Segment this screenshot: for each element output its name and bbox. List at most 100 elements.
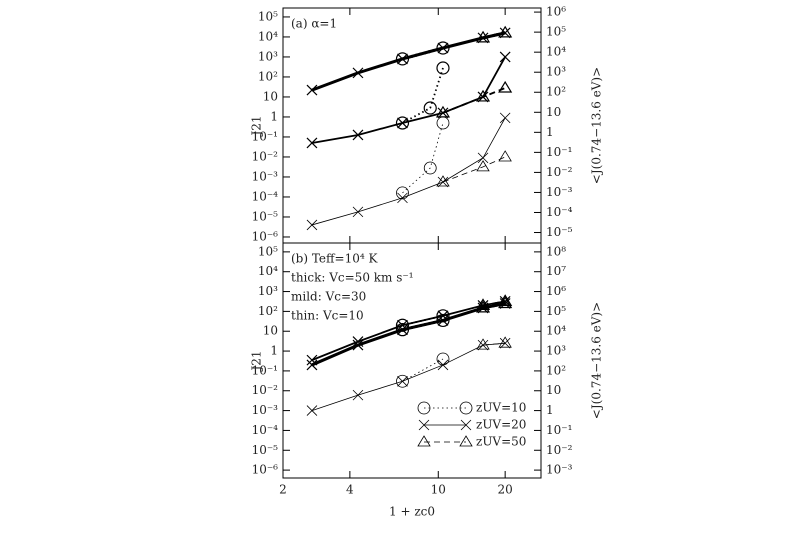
series-line [402,67,444,124]
circle-marker [459,401,473,415]
y-tick-label: 10⁴ [258,29,278,43]
x-tick-label: 4 [346,483,354,497]
cross-marker [306,405,318,416]
y-tick-label: 10⁻⁴ [252,189,279,203]
y2-tick-label: 10⁵ [546,304,566,318]
y-tick-label: 10⁵ [258,9,278,23]
y-tick-label: 10⁵ [258,244,278,258]
series-line [442,87,506,114]
circle-marker [436,41,450,55]
x-tick-label: 10 [431,483,446,497]
y2-axis-label: <J(0.74−13.6 eV)> [590,67,604,184]
cross-marker [306,354,318,366]
circle-marker [395,318,410,332]
y2-tick-label: 10 [546,383,561,397]
series-line [311,31,506,92]
y-tick-label: 10⁻⁵ [252,443,279,457]
triangle-marker [459,435,473,447]
y-tick-label: 10³ [258,49,278,63]
circle-marker [395,116,410,130]
legend-label: zUV=10 [476,401,526,415]
y2-tick-label: 10⁸ [546,244,566,258]
triangle-marker [475,298,491,311]
x-tick-label: 20 [498,483,513,497]
y-tick-label: 10² [258,304,278,318]
y2-tick-label: 10³ [546,65,566,79]
circle-marker [396,186,409,200]
cross-marker [306,137,318,149]
legend-label: zUV=50 [476,435,526,449]
circle-marker [396,374,409,388]
y-axis-label: J21 [250,115,264,137]
y-tick-label: 10⁻² [252,383,279,397]
triangle-marker [476,160,490,172]
triangle-marker [498,80,513,93]
cross-marker [499,295,511,307]
cross-marker [352,336,364,348]
plot-frame [282,242,542,479]
triangle-marker [475,89,491,102]
cross-marker [499,112,511,124]
y2-tick-label: 1 [546,403,554,417]
y2-tick-label: 10⁻⁵ [546,225,573,239]
cross-marker [397,53,408,65]
x-tick-label: 2 [279,483,287,497]
y2-tick-label: 10² [546,363,566,377]
annotation: (a) α=1 [291,17,337,31]
series-line [442,156,506,183]
y2-tick-label: 10⁷ [546,264,566,278]
circle-marker [395,323,410,337]
cross-marker [397,319,408,331]
legend-label: zUV=20 [476,418,526,432]
y2-tick-label: 10⁻³ [546,463,573,477]
y-tick-label: 10⁻¹ [252,363,278,377]
y-tick-label: 1 [270,344,278,358]
y-tick-label: 10⁻⁵ [252,209,279,223]
cross-marker [460,419,472,431]
plot-frame [282,7,542,244]
circle-marker [423,161,437,175]
y2-tick-label: 10⁻² [546,443,573,457]
cross-marker [418,419,430,431]
series-line [311,117,506,226]
triangle-marker [498,294,513,306]
annotation: thick: Vc=50 km s⁻¹ [291,271,414,285]
cross-marker [397,192,408,204]
circle-marker [436,116,450,130]
cross-marker [352,206,364,218]
cross-marker [352,67,364,79]
triangle-marker [475,30,491,43]
y-tick-label: 10³ [258,284,278,298]
y-tick-label: 10² [258,69,278,83]
y2-axis-label: <J(0.74−13.6 eV)> [590,302,604,419]
y-axis-label: J21 [250,350,264,372]
y2-tick-label: 10⁻¹ [546,145,572,159]
cross-marker [477,32,489,44]
annotation: mild: Vc=30 [291,290,366,304]
x-axis-label: 1 + zc0 [389,505,435,519]
triangle-marker [498,336,512,348]
triangle-marker [436,175,450,187]
y-tick-label: 10⁻⁴ [252,423,279,437]
y-tick-label: 10⁻³ [252,169,279,183]
y2-tick-label: 10³ [546,344,566,358]
y-tick-label: 10⁻¹ [252,129,278,143]
y2-tick-label: 10² [546,85,566,99]
series-line [402,122,444,194]
circle-marker [436,309,450,323]
cross-marker [477,339,489,351]
y2-tick-label: 10⁴ [546,45,566,59]
cross-marker [352,129,364,141]
y-tick-label: 1 [270,109,278,123]
series-line [402,358,444,382]
circle-marker [423,101,437,115]
y2-tick-label: 10⁴ [546,324,566,338]
y2-tick-label: 10 [546,105,561,119]
cross-marker [306,219,318,231]
y2-tick-label: 10⁻² [546,165,573,179]
cross-marker [437,42,449,54]
triangle-marker [417,435,431,447]
y2-tick-label: 10⁻³ [546,185,573,199]
cross-marker [306,84,318,96]
y2-tick-label: 10⁻¹ [546,423,572,437]
